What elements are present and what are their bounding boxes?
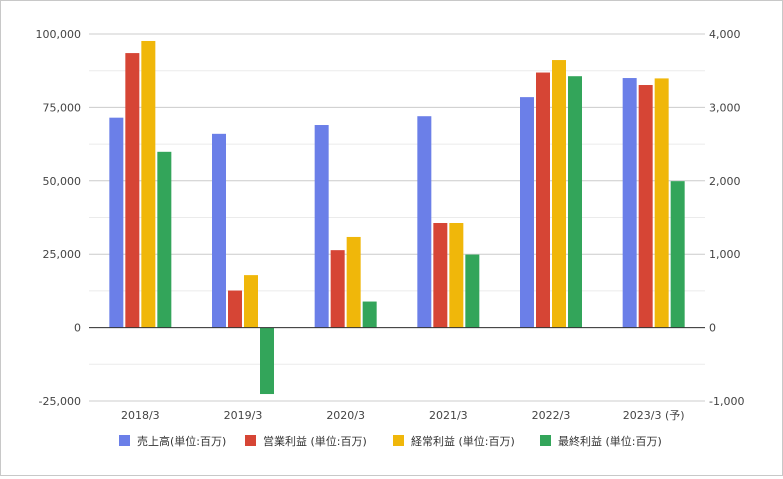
x-axis: 2018/3 2019/3 2020/3 2021/3 2022/3 2023/3 (予) (121, 409, 685, 422)
left-axis-tick-label: 100,000 (36, 28, 82, 41)
bar (109, 117, 124, 328)
bar (260, 327, 274, 395)
right-axis-tick-label: 4,000 (709, 28, 741, 41)
bar (212, 133, 226, 328)
bar (362, 301, 377, 328)
bar (346, 236, 361, 328)
x-axis-tick-label: 2018/3 (121, 409, 160, 422)
bar (228, 290, 242, 328)
legend-swatch (245, 435, 256, 446)
bar (552, 60, 566, 328)
x-axis-tick-label: 2022/3 (532, 409, 571, 422)
bar (125, 53, 140, 328)
bar (433, 223, 448, 328)
bar (568, 76, 582, 328)
right-axis-tick-label: 0 (709, 322, 716, 335)
right-axis: 4,000 3,000 2,000 1,000 0 -1,000 (709, 28, 744, 408)
x-axis-tick-label: 2020/3 (326, 409, 365, 422)
legend: 売上高(単位:百万) 営業利益 (単位:百万) 経常利益 (単位:百万) 最終利益 (… (119, 434, 662, 448)
bar (670, 181, 685, 328)
right-axis-tick-label: 3,000 (709, 101, 741, 114)
bar (520, 97, 534, 328)
x-axis-tick-label: 2023/3 (予) (623, 409, 685, 422)
right-axis-tick-label: -1,000 (709, 395, 744, 408)
bar (654, 78, 669, 328)
bar (417, 116, 432, 328)
right-axis-tick-label: 2,000 (709, 175, 741, 188)
legend-swatch (540, 435, 551, 446)
legend-label: 経常利益 (単位:百万) (411, 434, 515, 448)
legend-label: 営業利益 (単位:百万) (263, 434, 367, 448)
bar (622, 78, 637, 328)
left-axis-tick-label: 0 (74, 322, 81, 335)
x-axis-tick-label: 2021/3 (429, 409, 468, 422)
bar (449, 223, 464, 328)
left-axis-tick-label: 25,000 (43, 248, 82, 261)
left-axis: 100,000 75,000 50,000 25,000 0 -25,000 (36, 28, 82, 408)
left-axis-tick-label: 50,000 (43, 175, 82, 188)
legend-swatch (119, 435, 130, 446)
bar (638, 85, 653, 328)
left-axis-tick-label: 75,000 (43, 101, 82, 114)
bar (314, 125, 329, 328)
x-axis-tick-label: 2019/3 (224, 409, 263, 422)
legend-label: 最終利益 (単位:百万) (558, 434, 662, 448)
bar (465, 254, 480, 328)
right-axis-tick-label: 1,000 (709, 248, 741, 261)
gridlines (89, 33, 705, 402)
bar (536, 72, 550, 328)
legend-swatch (393, 435, 404, 446)
bar (141, 40, 156, 328)
left-axis-tick-label: -25,000 (39, 395, 81, 408)
bar (157, 151, 172, 328)
legend-label: 売上高(単位:百万) (137, 434, 226, 448)
bar (330, 250, 345, 328)
bars (109, 40, 685, 395)
bar (244, 275, 258, 328)
